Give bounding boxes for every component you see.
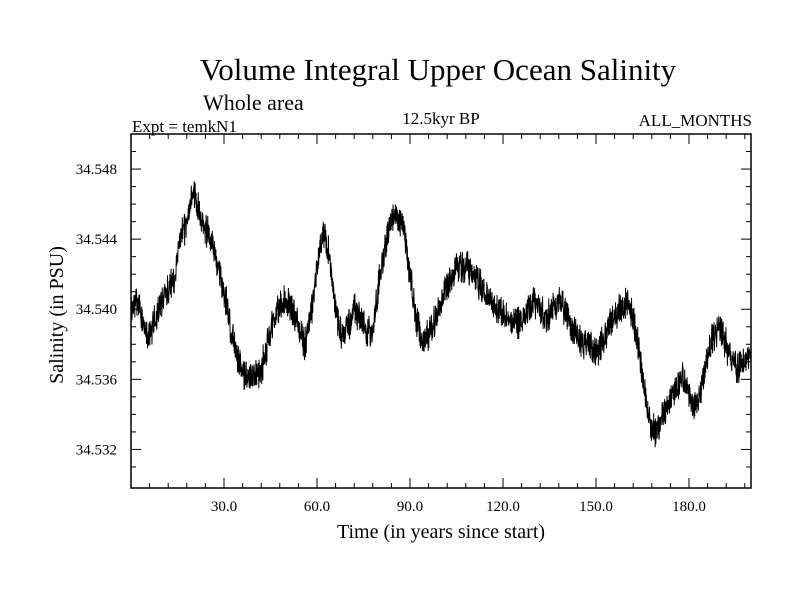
x-axis-label: Time (in years since start) xyxy=(337,521,545,543)
y-tick-label: 34.532 xyxy=(76,442,117,458)
x-tick-label: 90.0 xyxy=(397,499,423,515)
y-tick-label: 34.548 xyxy=(76,162,117,178)
period-label: 12.5kyr BP xyxy=(402,109,479,128)
x-tick-label: 180.0 xyxy=(672,499,706,515)
salinity-series-line xyxy=(131,181,751,448)
y-tick-label: 34.540 xyxy=(76,302,117,318)
x-tick-label: 30.0 xyxy=(211,499,237,515)
x-tick-label: 60.0 xyxy=(304,499,330,515)
plot-frame xyxy=(130,133,752,489)
chart-subtitle: Whole area xyxy=(203,90,304,115)
y-tick-label: 34.536 xyxy=(76,372,118,388)
chart-title: Volume Integral Upper Ocean Salinity xyxy=(200,52,677,87)
x-tick-label: 120.0 xyxy=(486,499,520,515)
y-axis-label: Salinity (in PSU) xyxy=(46,246,68,384)
x-tick-label: 150.0 xyxy=(579,499,613,515)
x-axis-ticks: 30.0 60.0 90.0 120.0 150.0 180.0 xyxy=(149,134,746,515)
y-axis-ticks: 34.532 34.536 34.540 34.544 34.548 xyxy=(76,133,751,468)
plot-area xyxy=(130,133,752,489)
experiment-label: Expt = temkN1 xyxy=(132,117,237,136)
months-label: ALL_MONTHS xyxy=(639,111,752,130)
y-tick-label: 34.544 xyxy=(76,232,118,248)
